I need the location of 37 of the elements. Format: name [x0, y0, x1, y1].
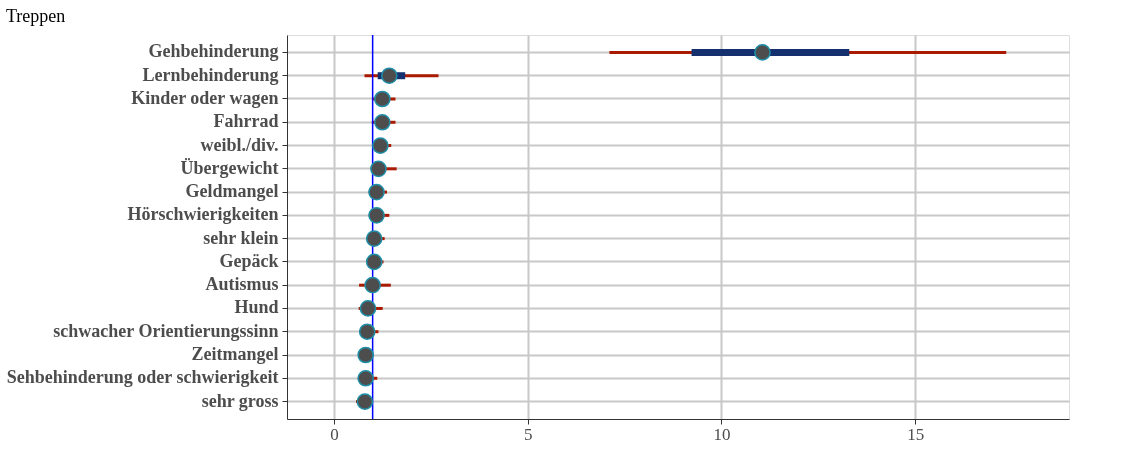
point: [368, 207, 385, 224]
point: [365, 230, 383, 247]
y-tick-label: Geldmangel: [185, 181, 279, 202]
y-tick-label: sehr klein: [203, 227, 279, 248]
y-tick-label: Übergewicht: [180, 157, 279, 178]
y-tick-label: Hörschwierigkeiten: [127, 204, 279, 225]
point: [372, 137, 389, 154]
point: [357, 369, 374, 387]
y-tick-label: Gepäck: [219, 250, 279, 271]
y-tick-label: weibl./div.: [200, 134, 279, 155]
y-tick-label: Gehbehinderung: [148, 41, 279, 62]
x-tick-label: 5: [523, 424, 533, 444]
point: [364, 276, 381, 294]
point: [374, 90, 391, 108]
y-tick-label: Autismus: [205, 274, 279, 295]
text: Treppen: [5, 6, 66, 27]
y-tick-label: Zeitmangel: [191, 344, 279, 364]
x-tick-label: 10: [713, 424, 731, 444]
point: [368, 183, 385, 201]
x-tick-label: 0: [330, 424, 339, 444]
point: [374, 113, 391, 131]
point: [359, 300, 377, 317]
point: [357, 346, 374, 364]
y-tick-label: Sehbehinderung oder schwierigkeit: [6, 367, 279, 388]
y-tick-label: Lernbehinderung: [142, 64, 279, 85]
y-tick-label: sehr gross: [201, 390, 279, 411]
point: [358, 323, 376, 341]
point: [754, 44, 771, 61]
y-tick-label: Hund: [234, 297, 279, 318]
point: [356, 393, 374, 410]
point: [370, 160, 387, 178]
x-tick-label: 15: [907, 424, 925, 444]
point: [365, 253, 383, 271]
y-tick-label: Kinder oder wagen: [131, 88, 279, 108]
y-tick-label: Fahrrad: [213, 111, 279, 132]
y-tick-label: schwacher Orientierungssinn: [53, 320, 279, 341]
point: [380, 67, 398, 85]
